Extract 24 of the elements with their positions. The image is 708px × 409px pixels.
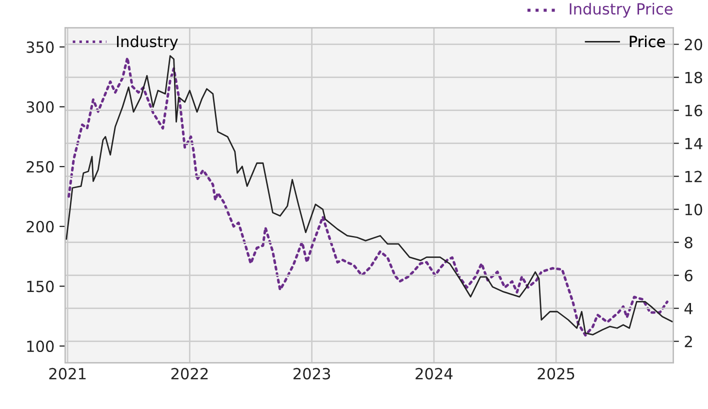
y2-tick-label: 18 — [685, 72, 702, 84]
y-tick-label: 350 — [26, 41, 54, 53]
y-tick-label: 100 — [27, 340, 54, 352]
text: Industry Price — [570, 2, 672, 18]
y2-tick-label: 12 — [685, 170, 702, 182]
y2-tick-label: 20 — [684, 38, 702, 50]
y-tick-label: 250 — [26, 161, 54, 173]
y-tick-label: 150 — [27, 280, 54, 292]
y2-tick-label: 14 — [685, 138, 702, 150]
y2-tick-label: 16 — [685, 104, 702, 116]
y-tick-label: 300 — [26, 101, 54, 113]
y2-tick-label: 4 — [684, 302, 693, 314]
x-tick-label: 2024 — [416, 368, 453, 380]
y2-tick-label: 2 — [684, 336, 692, 348]
y-tick-label: 200 — [26, 220, 54, 232]
legend-label: Price — [630, 35, 665, 48]
x-tick-label: 2025 — [538, 368, 574, 380]
x-tick-label: 2021 — [49, 368, 86, 380]
y2-tick-label: 10 — [685, 204, 702, 216]
y2-tick-label: 6 — [684, 270, 692, 282]
x-tick-label: 2022 — [171, 368, 208, 380]
legend-label: Industry — [117, 35, 178, 50]
x-tick-label: 2023 — [294, 368, 330, 380]
y2-tick-label: 8 — [684, 236, 692, 248]
